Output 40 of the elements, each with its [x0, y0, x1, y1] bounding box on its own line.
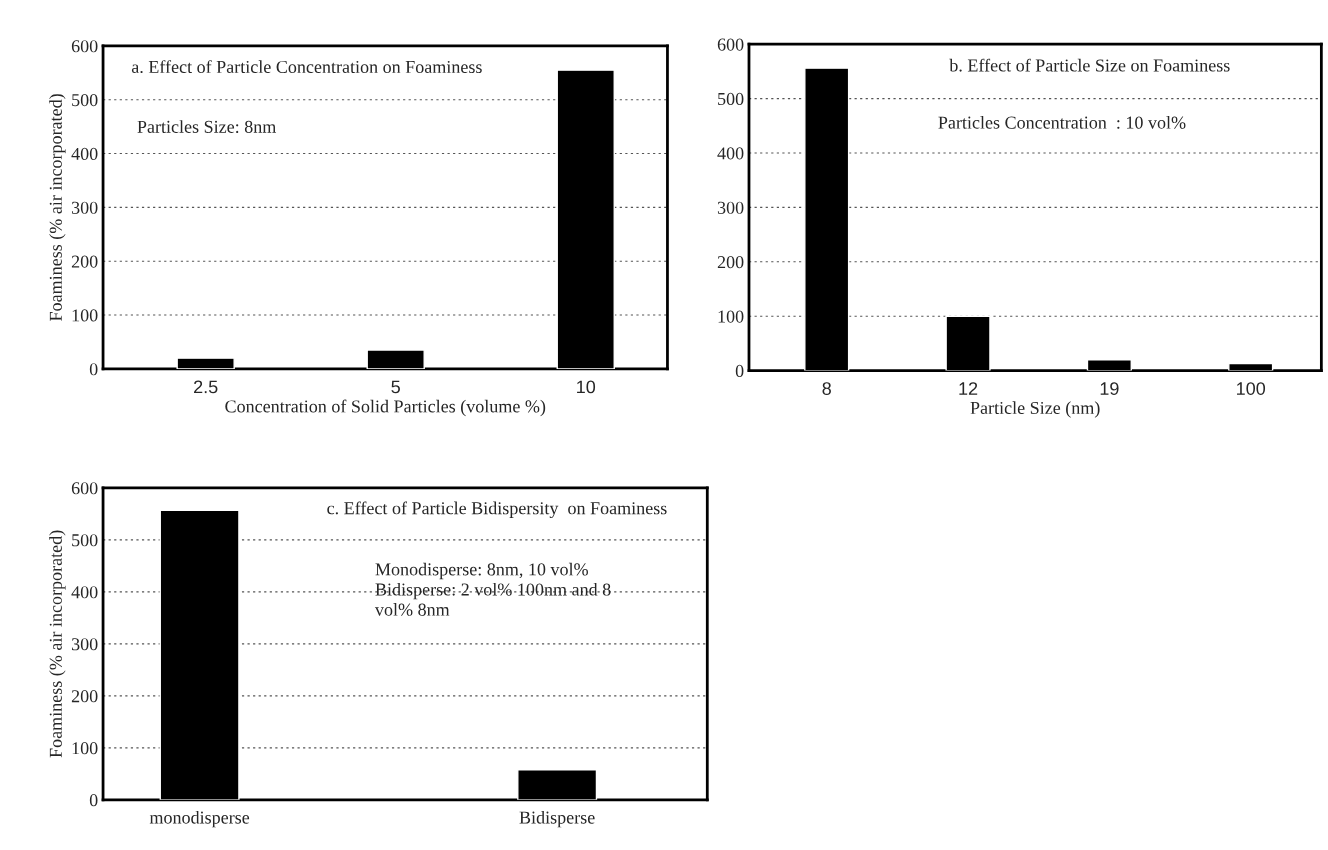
x-tick-label: 10	[577, 380, 596, 394]
y-tick-label: 600	[71, 40, 98, 53]
x-tick-label: 19	[1100, 382, 1119, 395]
y-tick-label: 600	[71, 482, 98, 495]
x-tick-label: Bidisperse	[519, 810, 595, 828]
y-tick-label: 100	[718, 310, 744, 323]
y-tick-label: 400	[71, 147, 98, 161]
annotation: Monodisperse: 8nm, 10 vol% Bidisperse: 2 vol% 100nm and 8 vol% 8nm	[374, 562, 611, 616]
x-axis-title: Particle Size (nm)	[970, 401, 1100, 418]
y-tick-label: 0	[89, 363, 98, 376]
y-tick-label: 200	[71, 255, 98, 268]
text: b. Effect of Particle Size on Foaminess	[949, 58, 1230, 72]
text: a. Effect of Particle Concentration on Foaminess	[131, 60, 482, 74]
y-tick-label: 200	[71, 690, 98, 703]
y-tick-label: 300	[717, 201, 744, 214]
x-tick-label: 12	[959, 382, 978, 395]
y-tick-label: 600	[717, 38, 744, 51]
x-tick-label: 5	[391, 380, 400, 394]
y-tick-label: 500	[718, 92, 744, 106]
text: c. Effect of Particle Bidispersity on Foaminess	[327, 501, 667, 519]
y-tick-label: 300	[71, 201, 98, 214]
y-tick-label: 500	[72, 534, 98, 547]
x-tick-label: monodisperse	[149, 810, 250, 828]
y-tick-label: 100	[72, 742, 98, 755]
y-tick-label: 0	[89, 794, 98, 807]
annotation: Particles Concentration : 10 vol%	[938, 116, 1186, 129]
annotation: Particles Size: 8nm	[137, 120, 277, 133]
y-tick-label: 200	[717, 256, 744, 269]
x-tick-label: 2.5	[194, 380, 218, 394]
y-axis-title: Foaminess (% air incorporated)	[49, 94, 66, 321]
x-axis-title: Concentration of Solid Particles (volume %)	[225, 399, 546, 417]
y-axis-title: Foaminess (% air incorporated)	[49, 530, 66, 758]
y-tick-label: 400	[71, 586, 98, 599]
y-tick-label: 500	[72, 93, 98, 107]
y-tick-label: 0	[735, 364, 744, 378]
y-tick-label: 100	[72, 309, 98, 322]
y-tick-label: 300	[71, 638, 98, 651]
y-tick-label: 400	[717, 147, 744, 160]
x-tick-label: 100	[1237, 382, 1266, 395]
x-tick-label: 8	[822, 382, 831, 395]
